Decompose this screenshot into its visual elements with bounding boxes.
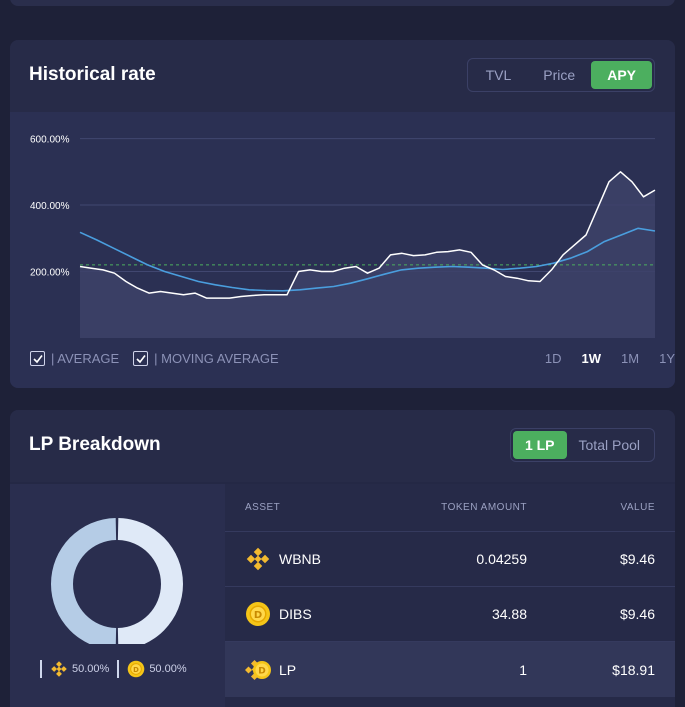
range-1y[interactable]: 1Y (659, 351, 675, 366)
historical-rate-header: Historical rate TVL Price APY (10, 40, 675, 112)
asset-name: LP (279, 661, 297, 678)
y-tick-label: 400.00% (30, 201, 70, 212)
tab-total-pool[interactable]: Total Pool (578, 437, 640, 453)
lp-icon: D (245, 659, 271, 680)
svg-text:D: D (258, 666, 265, 676)
legend-average[interactable]: | AVERAGE (30, 351, 119, 366)
time-range-selector: 1D 1W 1M 1Y (525, 351, 675, 366)
header-token-amount: TOKEN AMOUNT (441, 502, 527, 513)
asset-cell: D LP (225, 657, 425, 683)
donut-legend-dibs-share: 50.00% (149, 663, 187, 675)
apy-chart: 200.00% 400.00% 600.00% | AVERAGE | MOVING… (10, 112, 675, 388)
range-1w[interactable]: 1W (581, 351, 602, 366)
donut-legend-wbnb: 50.00% (40, 660, 109, 678)
apy-line (79, 171, 656, 299)
svg-text:D: D (254, 610, 262, 621)
tab-price[interactable]: Price (543, 67, 576, 83)
asset-value: $18.91 (612, 661, 655, 678)
header-value: VALUE (620, 502, 655, 513)
tab-tvl[interactable]: TVL (485, 67, 512, 83)
svg-text:D: D (133, 666, 139, 674)
historical-rate-title: Historical rate (29, 64, 156, 85)
donut-legend: 50.00% D 50.00% (40, 660, 195, 678)
header-asset: ASSET (245, 502, 281, 513)
donut-panel: 50.00% D 50.00% (10, 484, 225, 707)
tab-apy[interactable]: APY (591, 61, 652, 89)
asset-value: $9.46 (619, 551, 655, 567)
lp-assets-table: ASSET TOKEN AMOUNT VALUE WBNB 0.04259 $9… (225, 484, 675, 707)
historical-rate-card: Historical rate TVL Price APY 200.00% 400… (10, 40, 675, 388)
moving-average-line (79, 227, 656, 292)
lp-breakdown-body: 50.00% D 50.00% ASSET TOKEN AMOUNT VALUE (10, 484, 675, 707)
asset-name: DIBS (279, 606, 312, 622)
legend-average-label: | AVERAGE (51, 351, 120, 366)
average-checkbox[interactable] (30, 351, 45, 366)
asset-cell: D DIBS (225, 601, 425, 627)
composition-donut (51, 518, 183, 644)
donut-slice-dibs (51, 518, 117, 644)
donut-legend-dibs: D 50.00% (117, 660, 187, 678)
bnb-icon (246, 547, 270, 571)
dibs-icon: D (246, 602, 270, 626)
legend-moving-average-label: | MOVING AVERAGE (154, 351, 279, 366)
legend-bar (117, 660, 120, 678)
table-row: D LP 1 $18.91 (225, 642, 675, 697)
checkmark-icon (32, 354, 43, 363)
chart-legend: | AVERAGE | MOVING AVERAGE (30, 351, 293, 366)
table-row: WBNB 0.04259 $9.46 (225, 532, 675, 587)
table-row: D DIBS 34.88 $9.46 (225, 587, 675, 642)
asset-value: $9.46 (619, 606, 655, 622)
dibs-icon: D (128, 660, 145, 678)
donut-slice-wbnb (117, 518, 183, 644)
donut-legend-wbnb-share: 50.00% (72, 663, 110, 675)
previous-card-edge (10, 0, 675, 6)
token-amount: 0.04259 (476, 551, 527, 567)
lp-breakdown-header: LP Breakdown 1 LP Total Pool (10, 410, 675, 482)
bnb-icon (51, 661, 67, 677)
y-tick-label: 600.00% (30, 135, 70, 146)
apy-area (80, 171, 655, 338)
table-header: ASSET TOKEN AMOUNT VALUE (225, 484, 675, 532)
token-amount: 1 (519, 661, 527, 678)
metric-tabs: TVL Price APY (466, 58, 655, 92)
asset-cell: WBNB (225, 546, 425, 572)
legend-bar (40, 660, 42, 678)
range-1d[interactable]: 1D (544, 351, 562, 366)
tab-1-lp[interactable]: 1 LP (512, 431, 567, 459)
y-tick-label: 200.00% (30, 268, 70, 279)
checkmark-icon (136, 354, 146, 363)
range-1m[interactable]: 1M (621, 351, 640, 366)
lp-breakdown-card: LP Breakdown 1 LP Total Pool 50.00% (10, 410, 675, 707)
lp-breakdown-title: LP Breakdown (29, 434, 161, 455)
asset-name: WBNB (279, 551, 321, 567)
lp-scope-tabs: 1 LP Total Pool (509, 428, 655, 462)
legend-moving-average[interactable]: | MOVING AVERAGE (133, 351, 279, 366)
moving-average-checkbox[interactable] (133, 351, 149, 366)
apy-chart-svg: 200.00% 400.00% 600.00% (30, 135, 656, 338)
token-amount: 34.88 (491, 606, 527, 622)
